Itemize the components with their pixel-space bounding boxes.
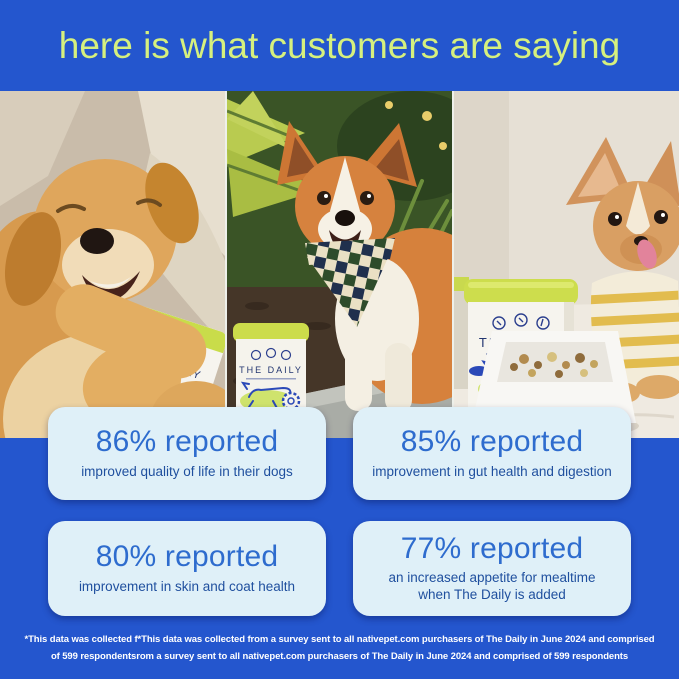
photo-golden-retriever: THE DAILY native pet — [0, 91, 225, 438]
label-green-blob — [240, 390, 294, 412]
string-lights — [385, 101, 447, 150]
product-name-text: THE DAILY — [239, 365, 303, 375]
chihuahua-paw — [636, 375, 679, 399]
dog-closed-eye — [56, 204, 86, 213]
disclaimer-line-2: of 599 respondentsrom a survey sent to a… — [50, 651, 629, 662]
stat-card-skin-coat: 80% reported improvement in skin and coa… — [48, 521, 326, 616]
stat-card-gut-health: 85% reported improvement in gut health a… — [353, 407, 631, 500]
page-title: here is what customers are saying — [58, 24, 621, 66]
container-lime-lid — [233, 323, 309, 342]
dog-nose — [80, 228, 114, 254]
photo-corgi: THE DAILY native pet — [227, 91, 452, 438]
photo-chihuahua: THE DAILY native pet — [454, 91, 679, 438]
food-treats — [510, 352, 598, 378]
disclaimer: *This data was collected f*This data was… — [0, 631, 679, 665]
chihuahua-tongue — [637, 239, 657, 269]
bandana — [307, 251, 391, 327]
corgi-muzzle — [318, 208, 372, 250]
corgi-illustration: THE DAILY native pet — [227, 91, 452, 438]
label-icon — [250, 349, 262, 361]
stat-card-appetite: 77% reported an increased appetite for m… — [353, 521, 631, 616]
stat-description: an increased appetite for mealtime when … — [388, 570, 596, 603]
dog-closed-eye-right — [136, 198, 162, 207]
stat-headline: 85% reported — [400, 425, 584, 459]
label-icon — [280, 349, 292, 361]
header: here is what customers are saying — [0, 0, 679, 91]
stat-headline: 86% reported — [95, 425, 279, 459]
stat-headline: 80% reported — [95, 540, 279, 574]
stat-card-quality-of-life: 86% reported improved quality of life in… — [48, 407, 326, 500]
label-icons — [492, 313, 550, 330]
dog-teeth — [90, 276, 132, 288]
photo-strip: THE DAILY native pet — [0, 91, 679, 438]
dog-ear-right — [145, 162, 199, 244]
stat-description: improvement in skin and coat health — [78, 578, 296, 594]
corgi-nose — [335, 210, 355, 226]
second-container-edge — [454, 277, 469, 389]
corgi-dog — [277, 121, 452, 413]
stat-description: improved quality of life in their dogs — [81, 463, 293, 479]
stat-headline: 77% reported — [400, 531, 584, 565]
label-icon — [265, 347, 277, 359]
chihuahua-illustration: THE DAILY native pet — [454, 91, 679, 438]
couch-arm — [0, 91, 85, 206]
dog-ear-left — [4, 212, 62, 306]
golden-retriever-illustration: THE DAILY native pet — [0, 91, 225, 438]
disclaimer-line-1: *This data was collected f*This data was… — [24, 634, 655, 645]
stat-description: improvement in gut health and digestion — [372, 463, 612, 479]
agave-plant — [227, 91, 323, 217]
